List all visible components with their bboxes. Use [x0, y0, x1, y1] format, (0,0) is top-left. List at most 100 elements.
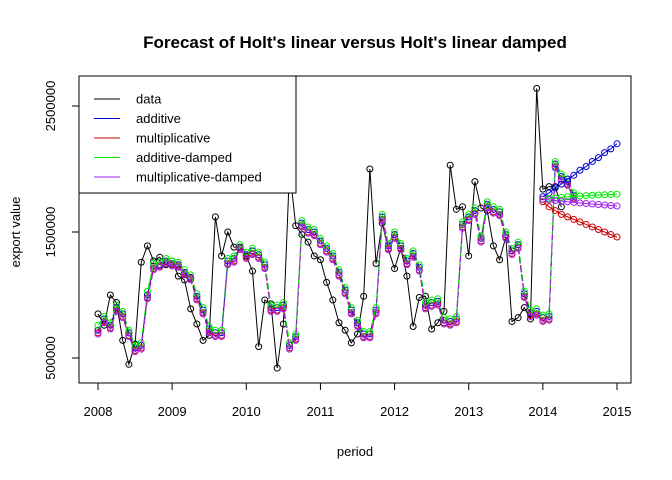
- data-series-point: [366, 165, 374, 173]
- multiplicative-forecast-point: [582, 220, 590, 228]
- multiplicative-damped-fitted-point: [533, 311, 541, 319]
- multiplicative-damped-fitted-point: [304, 229, 312, 237]
- multiplicative-damped-fitted-point: [242, 254, 250, 262]
- legend-label: additive: [136, 111, 181, 126]
- multiplicative-damped-fitted-point: [452, 319, 460, 327]
- multiplicative-damped-fitted-point: [292, 336, 300, 344]
- additive-forecast-point: [582, 162, 590, 170]
- x-tick-label: 2009: [158, 404, 187, 419]
- x-tick-label: 2008: [84, 404, 113, 419]
- multiplicative-damped-fitted-point: [391, 234, 399, 242]
- legend-label: multiplicative: [136, 131, 210, 146]
- additive-damped-fitted-point: [162, 254, 170, 262]
- data-series-point: [125, 360, 133, 368]
- multiplicative-damped-fitted-point: [279, 305, 287, 313]
- multiplicative-damped-fitted-point: [261, 265, 269, 273]
- multiplicative-damped-fitted-point: [193, 296, 201, 304]
- multiplicative-forecast-point: [594, 225, 602, 233]
- multiplicative-damped-fitted-point: [316, 241, 324, 249]
- additive-forecast-line: [542, 143, 618, 198]
- data-series-point: [465, 252, 473, 260]
- data-series-point: [218, 252, 226, 260]
- multiplicative-damped-fitted-point: [137, 345, 145, 353]
- data-series-point: [533, 84, 541, 92]
- additive-damped-fitted-point: [174, 258, 182, 266]
- multiplicative-damped-fitted-point: [273, 307, 281, 315]
- legend-label: additive-damped: [136, 150, 232, 165]
- x-tick-label: 2014: [528, 404, 557, 419]
- multiplicative-damped-fitted-point: [94, 330, 102, 338]
- additive-damped-fitted-point: [143, 287, 151, 295]
- x-tick-label: 2011: [306, 404, 334, 419]
- multiplicative-damped-fitted-point: [205, 329, 213, 337]
- multiplicative-damped-fitted-point: [329, 256, 337, 264]
- multiplicative-damped-fitted-line: [97, 167, 575, 353]
- data-series-point: [255, 343, 263, 351]
- multiplicative-damped-fitted-point: [156, 263, 164, 271]
- additive-forecast-point: [607, 145, 615, 153]
- data-series-point: [335, 319, 343, 327]
- multiplicative-damped-fitted-point: [335, 272, 343, 280]
- y-axis: 500000 1500000 2500000: [43, 81, 80, 380]
- data-series-point: [304, 238, 312, 246]
- multiplicative-forecast-point: [551, 207, 559, 215]
- additive-damped-fitted-point: [181, 266, 188, 274]
- multiplicative-damped-fitted-point: [446, 321, 454, 329]
- data-series-point: [211, 213, 219, 221]
- legend-label: data: [136, 92, 162, 107]
- multiplicative-forecast-point: [601, 228, 609, 236]
- multiplicative-damped-fitted-point: [489, 209, 497, 217]
- additive-forecast-point: [570, 171, 578, 179]
- multiplicative-damped-fitted-point: [236, 246, 244, 254]
- x-tick-label: 2015: [603, 404, 632, 419]
- legend: data additive multiplicative additive-dampe…: [78, 75, 297, 194]
- additive-forecast-point: [613, 140, 621, 148]
- multiplicative-damped-fitted-point: [125, 333, 133, 341]
- multiplicative-damped-fitted-point: [255, 254, 263, 262]
- additive-damped-fitted-point: [236, 241, 244, 249]
- multiplicative-damped-fitted-point: [403, 261, 411, 269]
- y-axis-label: export value: [8, 197, 23, 268]
- additive-forecast-point: [594, 154, 602, 162]
- multiplicative-damped-fitted-point: [286, 345, 294, 353]
- multiplicative-damped-fitted-point: [181, 271, 188, 279]
- multiplicative-forecast-point: [557, 210, 565, 218]
- data-series-point: [489, 242, 497, 250]
- data-series-point: [143, 242, 151, 250]
- multiplicative-forecast-point: [588, 223, 596, 231]
- multiplicative-damped-fitted-point: [248, 251, 256, 259]
- multiplicative-damped-forecast-line: [542, 198, 618, 207]
- x-tick-label: 2010: [232, 404, 261, 419]
- additive-forecast-point: [588, 157, 596, 165]
- multiplicative-damped-fitted-point: [341, 290, 349, 298]
- multiplicative-damped-fitted-point: [508, 251, 516, 259]
- data-series-point: [446, 161, 454, 169]
- data-series-point: [193, 320, 201, 328]
- data-series-point: [261, 296, 269, 304]
- additive-forecast-point: [601, 149, 609, 157]
- multiplicative-damped-fitted-point: [471, 210, 479, 218]
- multiplicative-damped-fitted-point: [465, 217, 473, 225]
- multiplicative-damped-fitted-point: [113, 307, 121, 315]
- multiplicative-forecast-point: [576, 218, 584, 226]
- data-series-point: [187, 305, 195, 313]
- multiplicative-damped-fitted-point: [551, 164, 559, 172]
- additive-damped-fitted-line: [97, 161, 575, 347]
- multiplicative-damped-fitted-point: [496, 212, 504, 220]
- multiplicative-damped-fitted-point: [347, 310, 355, 318]
- data-series-point: [496, 256, 504, 264]
- data-series-point: [248, 267, 256, 275]
- data-series-point: [341, 326, 349, 334]
- multiplicative-damped-fitted-point: [119, 314, 127, 322]
- multiplicative-damped-fitted-point: [310, 232, 318, 240]
- multiplicative-damped-fitted-point: [545, 316, 553, 324]
- multiplicative-fitted-line: [97, 166, 575, 352]
- y-tick-label: 500000: [43, 336, 58, 379]
- x-axis-label: period: [337, 444, 373, 459]
- legend-box: [78, 75, 297, 194]
- y-tick-label: 1500000: [43, 207, 58, 258]
- data-series-point: [459, 203, 467, 211]
- data-series-point: [273, 364, 281, 372]
- data-series-point: [94, 310, 102, 318]
- data-series-point: [403, 272, 411, 280]
